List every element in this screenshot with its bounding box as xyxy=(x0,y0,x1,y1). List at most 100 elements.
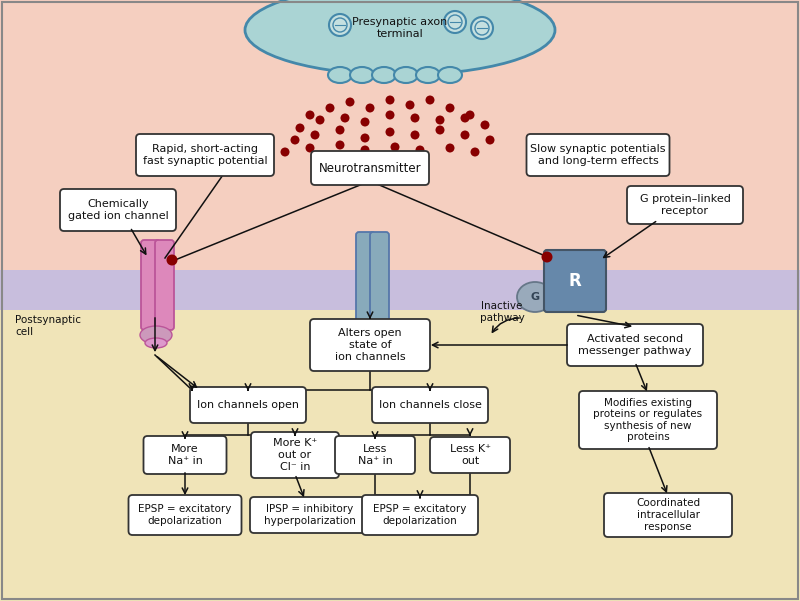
Text: Inactive
pathway: Inactive pathway xyxy=(480,301,524,323)
FancyBboxPatch shape xyxy=(311,151,429,185)
Text: G protein–linked
receptor: G protein–linked receptor xyxy=(639,194,730,216)
Text: Less
Na⁺ in: Less Na⁺ in xyxy=(358,444,393,466)
Circle shape xyxy=(361,118,370,126)
FancyBboxPatch shape xyxy=(190,387,306,423)
Text: EPSP = excitatory
depolarization: EPSP = excitatory depolarization xyxy=(138,504,232,526)
Ellipse shape xyxy=(354,332,388,344)
Circle shape xyxy=(335,141,345,150)
Ellipse shape xyxy=(145,338,167,348)
Text: Less K⁺
out: Less K⁺ out xyxy=(450,444,490,466)
FancyBboxPatch shape xyxy=(362,495,478,535)
FancyBboxPatch shape xyxy=(579,391,717,449)
Text: Ion channels open: Ion channels open xyxy=(197,400,299,410)
Circle shape xyxy=(406,100,414,109)
Ellipse shape xyxy=(416,67,440,83)
Ellipse shape xyxy=(438,67,462,83)
Text: Coordinated
intracellular
response: Coordinated intracellular response xyxy=(636,498,700,532)
Ellipse shape xyxy=(394,67,418,83)
Circle shape xyxy=(415,145,425,154)
Text: Slow synaptic potentials
and long-term effects: Slow synaptic potentials and long-term e… xyxy=(530,144,666,166)
Text: R: R xyxy=(569,272,582,290)
Ellipse shape xyxy=(350,67,374,83)
Circle shape xyxy=(346,97,354,106)
Circle shape xyxy=(166,254,178,266)
Circle shape xyxy=(542,251,553,263)
Text: G: G xyxy=(530,292,539,302)
Circle shape xyxy=(444,11,466,33)
Circle shape xyxy=(366,103,374,112)
Text: Presynaptic axon
terminal: Presynaptic axon terminal xyxy=(352,17,448,39)
FancyBboxPatch shape xyxy=(60,189,176,231)
Ellipse shape xyxy=(517,282,553,312)
Circle shape xyxy=(446,144,454,153)
Circle shape xyxy=(471,17,493,39)
FancyBboxPatch shape xyxy=(143,436,226,474)
Circle shape xyxy=(281,147,290,156)
FancyBboxPatch shape xyxy=(356,232,375,326)
FancyBboxPatch shape xyxy=(627,186,743,224)
FancyBboxPatch shape xyxy=(544,250,606,312)
Circle shape xyxy=(290,135,299,144)
Circle shape xyxy=(341,114,350,123)
Circle shape xyxy=(329,14,351,36)
Circle shape xyxy=(315,115,325,124)
Text: More K⁺
out or
Cl⁻ in: More K⁺ out or Cl⁻ in xyxy=(273,438,317,472)
Circle shape xyxy=(461,114,470,123)
FancyBboxPatch shape xyxy=(129,495,242,535)
Text: Modifies existing
proteins or regulates
synthesis of new
proteins: Modifies existing proteins or regulates … xyxy=(594,398,702,442)
FancyBboxPatch shape xyxy=(310,319,430,371)
Text: Activated second
messenger pathway: Activated second messenger pathway xyxy=(578,334,692,356)
Text: Postsynaptic
cell: Postsynaptic cell xyxy=(15,315,81,337)
Text: Alters open
state of
ion channels: Alters open state of ion channels xyxy=(334,328,406,362)
Circle shape xyxy=(470,147,479,156)
Circle shape xyxy=(295,123,305,132)
Circle shape xyxy=(466,111,474,120)
FancyBboxPatch shape xyxy=(155,240,174,330)
Circle shape xyxy=(335,126,345,135)
Circle shape xyxy=(386,111,394,120)
Circle shape xyxy=(426,96,434,105)
Bar xyxy=(0,270,800,310)
Bar xyxy=(0,310,800,601)
Text: Rapid, short-acting
fast synaptic potential: Rapid, short-acting fast synaptic potent… xyxy=(142,144,267,166)
Circle shape xyxy=(386,96,394,105)
Circle shape xyxy=(326,103,334,112)
Text: Chemically
gated ion channel: Chemically gated ion channel xyxy=(68,199,168,221)
FancyBboxPatch shape xyxy=(141,240,160,330)
Circle shape xyxy=(361,133,370,142)
Text: Neurotransmitter: Neurotransmitter xyxy=(318,162,422,174)
FancyBboxPatch shape xyxy=(526,134,670,176)
FancyBboxPatch shape xyxy=(370,232,389,326)
Ellipse shape xyxy=(245,0,555,75)
Circle shape xyxy=(306,111,314,120)
Circle shape xyxy=(310,130,319,139)
Text: IPSP = inhibitory
hyperpolarization: IPSP = inhibitory hyperpolarization xyxy=(264,504,356,526)
Circle shape xyxy=(410,114,419,123)
Circle shape xyxy=(390,142,399,151)
Ellipse shape xyxy=(140,326,172,344)
Circle shape xyxy=(410,130,419,139)
FancyBboxPatch shape xyxy=(372,387,488,423)
FancyBboxPatch shape xyxy=(250,497,370,533)
Text: Ion channels close: Ion channels close xyxy=(378,400,482,410)
Circle shape xyxy=(306,144,314,153)
Circle shape xyxy=(481,120,490,129)
FancyBboxPatch shape xyxy=(136,134,274,176)
FancyBboxPatch shape xyxy=(335,436,415,474)
Circle shape xyxy=(435,126,445,135)
Circle shape xyxy=(361,145,370,154)
FancyBboxPatch shape xyxy=(604,493,732,537)
Ellipse shape xyxy=(363,320,379,336)
Circle shape xyxy=(435,115,445,124)
Circle shape xyxy=(486,135,494,144)
FancyBboxPatch shape xyxy=(567,324,703,366)
Ellipse shape xyxy=(328,67,352,83)
FancyBboxPatch shape xyxy=(430,437,510,473)
Text: EPSP = excitatory
depolarization: EPSP = excitatory depolarization xyxy=(374,504,466,526)
Circle shape xyxy=(461,130,470,139)
Text: More
Na⁺ in: More Na⁺ in xyxy=(167,444,202,466)
Circle shape xyxy=(386,127,394,136)
Circle shape xyxy=(446,103,454,112)
Ellipse shape xyxy=(372,67,396,83)
Bar xyxy=(0,0,800,270)
